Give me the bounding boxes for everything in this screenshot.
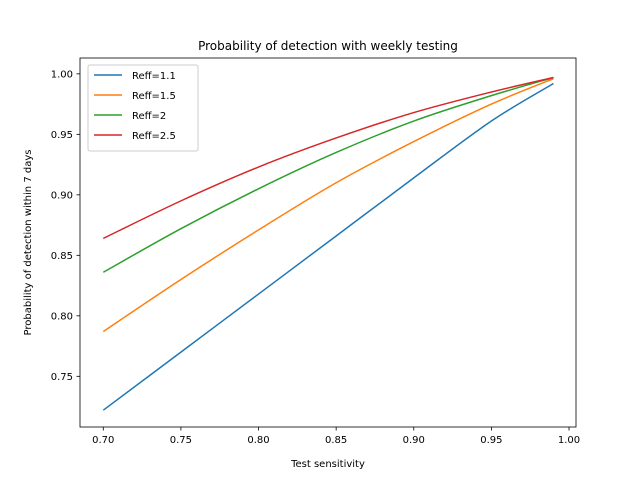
y-axis: 0.75 0.80 0.85 0.90 0.95 1.00: [51, 69, 80, 383]
series-line-1: [102, 82, 554, 411]
x-tick-label: 0.80: [247, 435, 269, 446]
legend-label: Reff=2: [132, 111, 166, 122]
series-line-3: [102, 76, 554, 273]
plot-frame: [79, 57, 577, 428]
y-tick-label: 0.85: [51, 251, 73, 262]
legend-label: Reff=1.1: [132, 71, 176, 82]
x-tick-label: 0.70: [92, 435, 114, 446]
series-line-4: [102, 76, 554, 240]
y-tick-label: 0.90: [51, 190, 73, 201]
x-axis-label: Test sensitivity: [290, 459, 365, 470]
y-tick-label: 1.00: [51, 69, 73, 80]
chart-title: Probability of detection with weekly tes…: [198, 39, 458, 53]
y-tick-label: 0.80: [51, 311, 73, 322]
y-axis-label: Probability of detection within 7 days: [23, 150, 34, 336]
x-tick-label: 0.75: [170, 435, 192, 446]
lines-layer: [102, 76, 554, 411]
legend: Reff=1.1 Reff=1.5 Reff=2 Reff=2.5: [87, 64, 199, 152]
legend-label: Reff=2.5: [132, 131, 176, 142]
y-tick-label: 0.95: [51, 130, 73, 141]
x-tick-label: 1.00: [558, 435, 580, 446]
series-line-2: [102, 77, 554, 333]
x-tick-label: 0.95: [480, 435, 502, 446]
legend-box: [87, 64, 199, 152]
legend-label: Reff=1.5: [132, 91, 176, 102]
x-axis: 0.70 0.75 0.80 0.85 0.90 0.95 1.00: [92, 427, 580, 446]
y-tick-label: 0.75: [51, 372, 73, 383]
x-tick-label: 0.90: [403, 435, 425, 446]
x-tick-label: 0.85: [325, 435, 347, 446]
